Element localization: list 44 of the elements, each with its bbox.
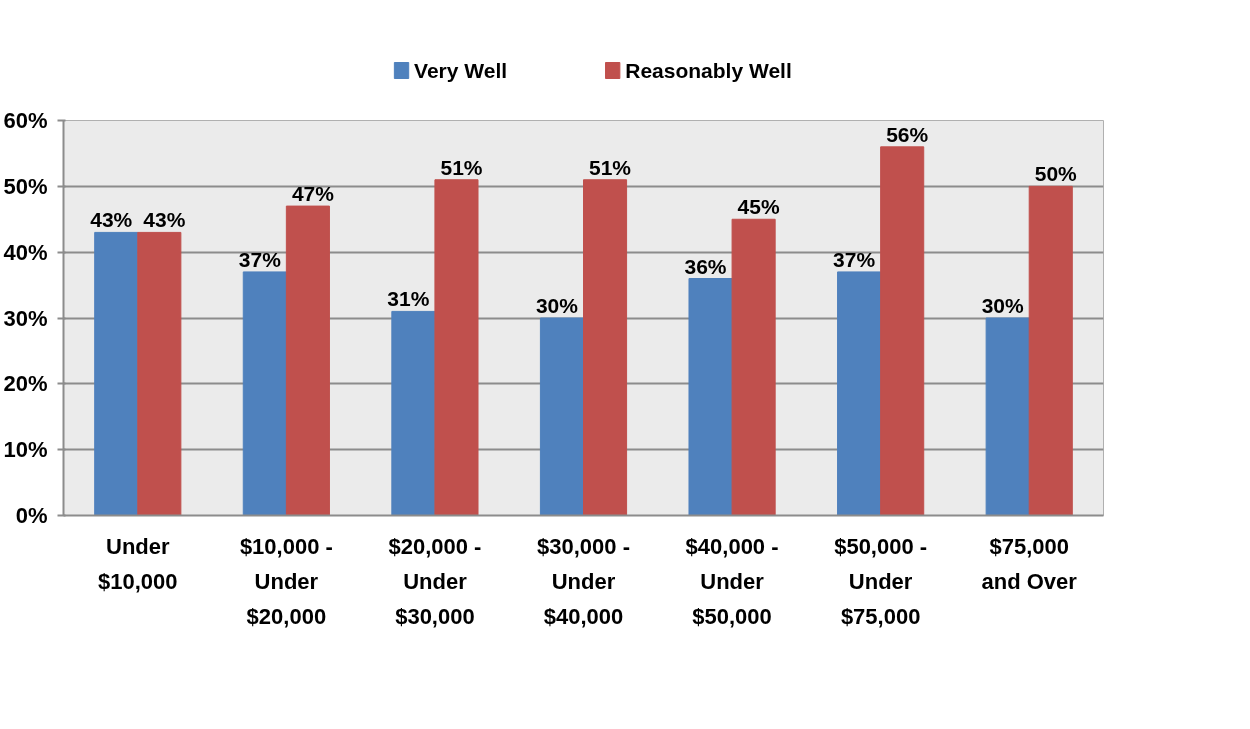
- data-label: 43%: [90, 208, 133, 232]
- bar: [1028, 185, 1073, 516]
- data-label: 43%: [143, 208, 186, 232]
- data-label: 36%: [684, 254, 727, 278]
- x-tick-label: $30,000 - Under $40,000: [537, 533, 630, 629]
- y-tick-label: 30%: [3, 305, 48, 331]
- data-label: 51%: [440, 155, 483, 179]
- x-tick-label: Under $10,000: [98, 533, 178, 594]
- bar: [539, 317, 584, 516]
- data-label: 37%: [833, 247, 876, 271]
- bar: [731, 218, 776, 516]
- bar: [137, 231, 182, 516]
- data-label: 47%: [291, 182, 335, 206]
- bar: [285, 205, 330, 516]
- x-tick-label: $10,000 - Under $20,000: [239, 533, 333, 629]
- legend-label: Very Well: [414, 59, 508, 82]
- bar: [688, 278, 733, 516]
- y-tick-label: 60%: [3, 108, 48, 133]
- data-label: 30%: [981, 294, 1025, 317]
- data-label: 50%: [1034, 162, 1078, 186]
- y-tick-label: 10%: [3, 437, 48, 463]
- bar: [837, 271, 882, 516]
- legend-label: Reasonably Well: [625, 59, 792, 82]
- bar: [242, 271, 287, 516]
- y-tick-label: 0%: [15, 503, 48, 528]
- bar: [94, 231, 139, 516]
- x-tick-label: $40,000 - Under $50,000: [685, 533, 779, 629]
- y-tick-label: 50%: [3, 173, 48, 199]
- data-label: 31%: [387, 287, 430, 311]
- data-label: 30%: [535, 294, 579, 317]
- bar: [583, 179, 628, 516]
- y-tick-label: 40%: [3, 239, 48, 265]
- bar: [985, 317, 1030, 516]
- data-label: 45%: [737, 195, 780, 219]
- data-label: 51%: [589, 155, 632, 179]
- x-tick-label: $20,000 - Under $30,000: [388, 533, 482, 629]
- data-label: 56%: [886, 122, 929, 146]
- bar: [434, 179, 479, 516]
- x-tick-label: $50,000 - Under $75,000: [834, 533, 928, 629]
- data-label: 37%: [238, 247, 282, 271]
- bar: [391, 310, 436, 516]
- y-tick-label: 20%: [3, 371, 48, 397]
- x-tick-label: $75,000 and Over: [981, 533, 1078, 594]
- bar: [880, 146, 925, 516]
